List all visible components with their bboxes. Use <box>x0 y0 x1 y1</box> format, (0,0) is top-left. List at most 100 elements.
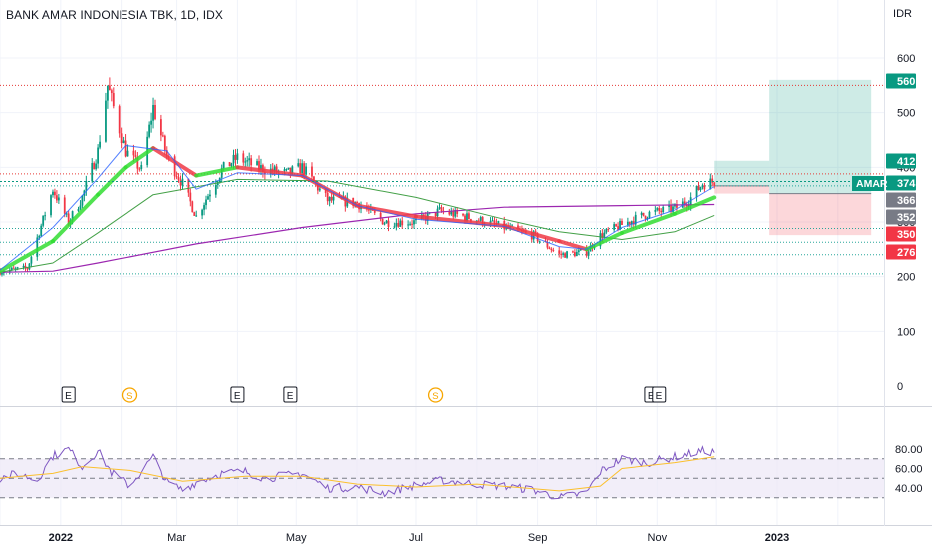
candle-body <box>434 212 437 217</box>
split-label: S <box>432 391 438 402</box>
candle-body <box>607 229 610 231</box>
candle-body <box>328 196 331 202</box>
candle-body <box>587 251 590 256</box>
ribbon-ma-up-segment <box>123 146 156 170</box>
candle-body <box>548 247 551 249</box>
candle-body <box>462 213 464 216</box>
candle-body <box>93 163 96 170</box>
candle-body <box>122 140 125 144</box>
candle-body <box>613 224 616 230</box>
candle-body <box>42 215 45 226</box>
candle-body <box>134 155 137 157</box>
sma-long-line <box>0 178 715 273</box>
candle-body <box>668 204 670 207</box>
candle-body <box>575 252 578 257</box>
candle-body <box>16 267 19 269</box>
candle-body <box>44 215 47 217</box>
candle-body <box>654 209 657 212</box>
candle-body <box>230 163 233 167</box>
candle-body <box>28 263 31 270</box>
candle-body <box>236 153 239 160</box>
candle-body <box>305 166 307 175</box>
candle-body <box>703 185 706 190</box>
candle-body <box>165 150 168 157</box>
candle-body <box>538 240 541 242</box>
candle-body <box>632 221 635 225</box>
split-S-icon[interactable] <box>121 387 138 403</box>
earnings-E-icon[interactable] <box>230 386 245 403</box>
candle-body <box>140 165 143 170</box>
candle-body <box>258 161 260 170</box>
candle-body <box>132 150 135 156</box>
rsi-line <box>0 445 715 500</box>
earnings-label: E <box>287 391 294 402</box>
candle-body <box>695 185 698 198</box>
ribbon-ma-down-segment <box>413 214 507 228</box>
candle-body <box>552 249 555 251</box>
candle-body <box>95 163 98 170</box>
time-axis-tick: Sep <box>528 532 548 544</box>
candle-body <box>81 195 84 206</box>
candle-body <box>670 204 672 212</box>
ribbon-ma-up-segment <box>619 211 677 235</box>
price-label-value: 560 <box>897 76 915 88</box>
price-label-value: 276 <box>897 247 915 259</box>
candle-body <box>285 169 288 171</box>
candle-body <box>220 168 223 178</box>
price-label-badge <box>886 175 916 191</box>
candle-body <box>646 217 649 219</box>
candle-body <box>399 220 402 227</box>
candle-body <box>464 215 466 221</box>
candle-body <box>299 163 302 174</box>
candle-body <box>642 212 645 216</box>
candle-body <box>517 225 519 230</box>
candle-body <box>676 204 678 208</box>
candle-body <box>407 224 410 226</box>
candle-body <box>397 222 400 227</box>
candle-body <box>381 218 384 225</box>
candle-body <box>56 195 58 201</box>
earnings-label: E <box>648 391 655 402</box>
ema-fast-line <box>0 145 715 271</box>
candle-body <box>67 213 70 225</box>
candle-body <box>550 248 553 250</box>
candle-body <box>326 193 329 202</box>
candle-body <box>493 220 496 224</box>
candle-body <box>209 194 211 197</box>
candle-body <box>577 250 580 253</box>
position-loss-zone[interactable] <box>714 185 770 194</box>
candle-body <box>222 162 225 169</box>
earnings-E-icon[interactable] <box>283 386 298 403</box>
candle-body <box>287 167 290 170</box>
candle-body <box>179 180 182 186</box>
earnings-E-icon[interactable] <box>61 386 76 403</box>
time-axis-tick: 2023 <box>765 532 789 544</box>
candle-body <box>701 185 704 188</box>
candle-body <box>159 119 162 136</box>
candle-body <box>566 251 568 258</box>
earnings-E-icon[interactable] <box>652 386 667 403</box>
candle-body <box>536 233 539 242</box>
candle-body <box>77 209 80 212</box>
candle-body <box>379 212 382 219</box>
position-profit-zone[interactable] <box>714 160 770 186</box>
candle-body <box>640 212 643 215</box>
candle-body <box>662 206 665 213</box>
candle-body <box>603 232 606 238</box>
price-label-badge <box>886 244 916 260</box>
candle-body <box>448 211 451 215</box>
candle-body <box>112 93 115 107</box>
time-axis-tick: May <box>286 532 307 544</box>
candle-body <box>470 219 472 222</box>
candle-body <box>120 133 123 144</box>
symbol-badge[interactable] <box>852 176 884 191</box>
position-profit-zone[interactable] <box>769 79 872 194</box>
candle-body <box>256 161 258 166</box>
ribbon-ma-up-segment <box>584 230 624 252</box>
split-S-icon[interactable] <box>427 387 444 403</box>
candle-body <box>52 191 54 196</box>
candle-body <box>356 202 359 204</box>
candle-body <box>203 205 205 210</box>
candle-body <box>683 201 686 205</box>
